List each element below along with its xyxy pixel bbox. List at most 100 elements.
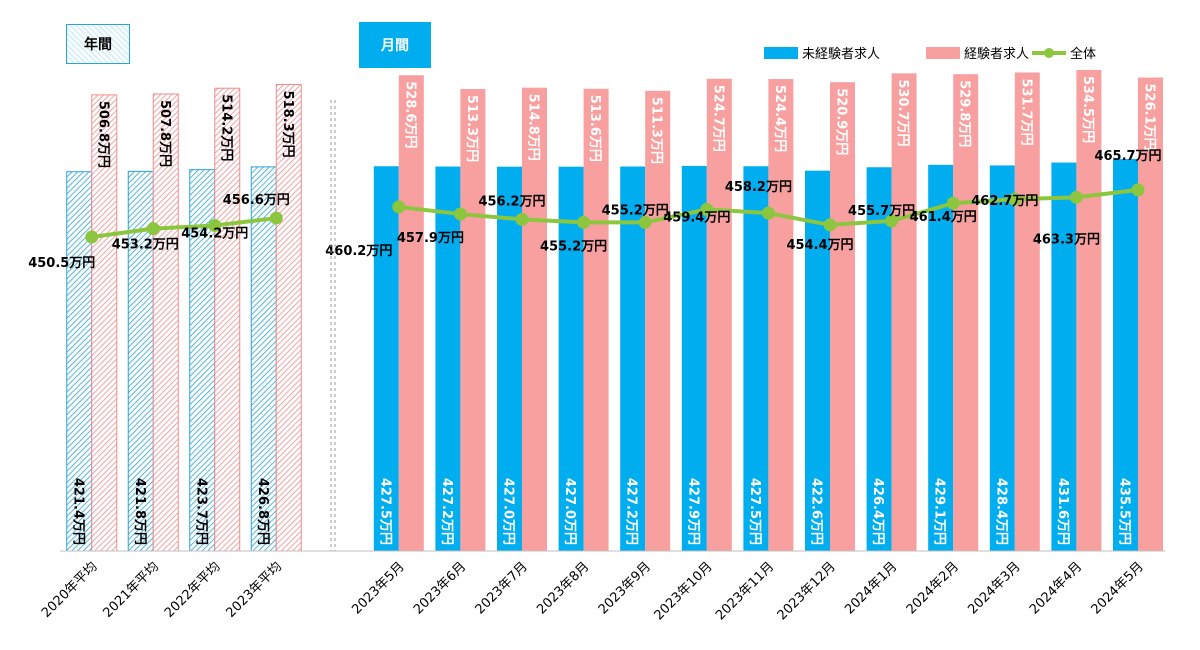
legend-swatch-inexperienced xyxy=(764,47,798,59)
annual-section-label: 年間 xyxy=(66,24,130,64)
bar-experienced xyxy=(1138,77,1163,551)
overall-marker xyxy=(761,206,775,220)
x-tick-label: 2021年平均 xyxy=(100,559,162,621)
bar-experienced xyxy=(583,88,609,551)
overall-label: 456.6万円 xyxy=(223,193,290,208)
bar-experienced xyxy=(460,89,486,551)
overall-marker xyxy=(577,215,591,229)
bar-label-experienced: 534.5万円 xyxy=(1080,76,1095,143)
overall-label: 455.2万円 xyxy=(602,203,669,218)
bar-experienced xyxy=(1076,69,1102,551)
legend-label-inexperienced: 未経験者求人 xyxy=(802,47,880,62)
overall-marker xyxy=(1069,190,1083,204)
bar-label-inexperienced: 427.5万円 xyxy=(747,478,762,545)
bar-label-experienced: 531.7万円 xyxy=(1018,78,1033,145)
overall-label: 460.2万円 xyxy=(325,244,392,259)
overall-marker xyxy=(515,212,529,226)
overall-label: 450.5万円 xyxy=(28,256,95,271)
bar-inexperienced xyxy=(1051,162,1077,551)
bar-inexperienced xyxy=(989,165,1015,551)
bar-experienced xyxy=(830,82,855,551)
monthly-section-label: 月間 xyxy=(359,22,431,68)
overall-label: 459.4万円 xyxy=(663,210,730,225)
bar-experienced xyxy=(706,78,732,552)
bar-inexperienced xyxy=(866,167,892,552)
overall-marker xyxy=(269,211,283,225)
overall-label: 455.7万円 xyxy=(848,204,915,219)
legend-label-overall: 全体 xyxy=(1070,46,1096,62)
overall-label: 456.2万円 xyxy=(478,194,545,209)
overall-marker xyxy=(85,230,99,244)
bar-inexperienced xyxy=(1113,159,1138,552)
overall-marker xyxy=(700,202,714,216)
bar-label-inexperienced: 427.2万円 xyxy=(624,478,639,545)
bar-label-inexperienced: 421.4万円 xyxy=(70,478,85,545)
x-tick-label: 2023年8月 xyxy=(534,559,592,617)
bar-inexperienced xyxy=(497,166,522,551)
bar-label-experienced: 514.2万円 xyxy=(218,94,233,161)
bar-label-inexperienced: 423.7万円 xyxy=(193,478,208,545)
overall-marker xyxy=(885,214,899,228)
overall-marker xyxy=(823,218,837,232)
bar-inexperienced xyxy=(805,170,830,551)
overall-label: 458.2万円 xyxy=(725,180,792,195)
bar-experienced xyxy=(398,75,424,551)
bar-label-experienced: 513.6万円 xyxy=(587,95,602,162)
bar-label-inexperienced: 428.4万円 xyxy=(993,478,1008,545)
x-tick-label: 2023年7月 xyxy=(473,559,531,617)
bar-label-inexperienced: 429.1万円 xyxy=(932,478,947,545)
x-tick-label: 2023年12月 xyxy=(775,559,839,623)
x-tick-label: 2022年平均 xyxy=(162,559,224,621)
overall-label: 455.2万円 xyxy=(540,239,607,254)
bar-experienced xyxy=(1014,72,1040,551)
bar-label-experienced: 526.1万円 xyxy=(1142,84,1157,151)
bar-label-experienced: 524.4万円 xyxy=(772,85,787,152)
bar-inexperienced xyxy=(373,166,399,551)
bar-experienced xyxy=(214,87,241,552)
bar-experienced xyxy=(953,74,979,552)
bar-label-experienced: 513.3万円 xyxy=(464,95,479,162)
overall-label: 461.4万円 xyxy=(910,210,977,225)
overall-label: 463.3万円 xyxy=(1033,232,1100,247)
overall-marker xyxy=(1131,183,1145,197)
legend-marker-overall xyxy=(1044,48,1054,58)
bar-label-inexperienced: 427.0万円 xyxy=(501,478,516,545)
overall-marker xyxy=(946,196,960,210)
bar-experienced xyxy=(768,79,794,551)
x-tick-label: 2024年4月 xyxy=(1027,559,1085,617)
bar-label-experienced: 520.9万円 xyxy=(834,88,849,155)
overall-label: 454.2万円 xyxy=(181,227,248,242)
chart-legend: 未経験者求人 経験者求人 全体 xyxy=(764,46,1096,62)
x-tick-label: 2023年11月 xyxy=(713,559,777,623)
bar-label-inexperienced: 435.5万円 xyxy=(1117,478,1132,545)
x-tick-label: 2023年5月 xyxy=(349,559,407,617)
x-tick-label: 2024年1月 xyxy=(842,559,900,617)
bar-label-inexperienced: 431.6万円 xyxy=(1055,478,1070,545)
bar-label-inexperienced: 427.2万円 xyxy=(439,478,454,545)
bar-label-experienced: 530.7万円 xyxy=(895,79,910,146)
bar-label-experienced: 514.8万円 xyxy=(526,94,541,161)
bar-label-inexperienced: 422.6万円 xyxy=(809,478,824,545)
overall-marker xyxy=(392,200,406,214)
bar-inexperienced xyxy=(743,166,769,551)
bar-label-inexperienced: 427.5万円 xyxy=(377,478,392,545)
bar-label-experienced: 507.8万円 xyxy=(157,100,172,167)
bar-inexperienced xyxy=(435,166,461,551)
x-tick-label: 2023年10月 xyxy=(652,559,716,623)
bar-label-experienced: 506.8万円 xyxy=(95,101,110,168)
overall-label: 462.7万円 xyxy=(971,194,1038,209)
bar-inexperienced xyxy=(250,166,277,552)
x-tick-label: 2023年6月 xyxy=(411,559,469,617)
overall-marker xyxy=(208,219,222,233)
bar-label-experienced: 511.3万円 xyxy=(649,97,664,164)
overall-marker xyxy=(638,215,652,229)
legend-label-experienced: 経験者求人 xyxy=(964,47,1029,62)
x-tick-label: 2024年3月 xyxy=(965,559,1023,617)
bar-label-inexperienced: 426.4万円 xyxy=(870,478,885,545)
overall-line xyxy=(91,216,277,239)
bar-inexperienced xyxy=(558,166,584,551)
overall-label: 453.2万円 xyxy=(112,238,179,253)
bar-experienced xyxy=(645,90,671,551)
x-tick-label: 2024年5月 xyxy=(1089,559,1147,617)
